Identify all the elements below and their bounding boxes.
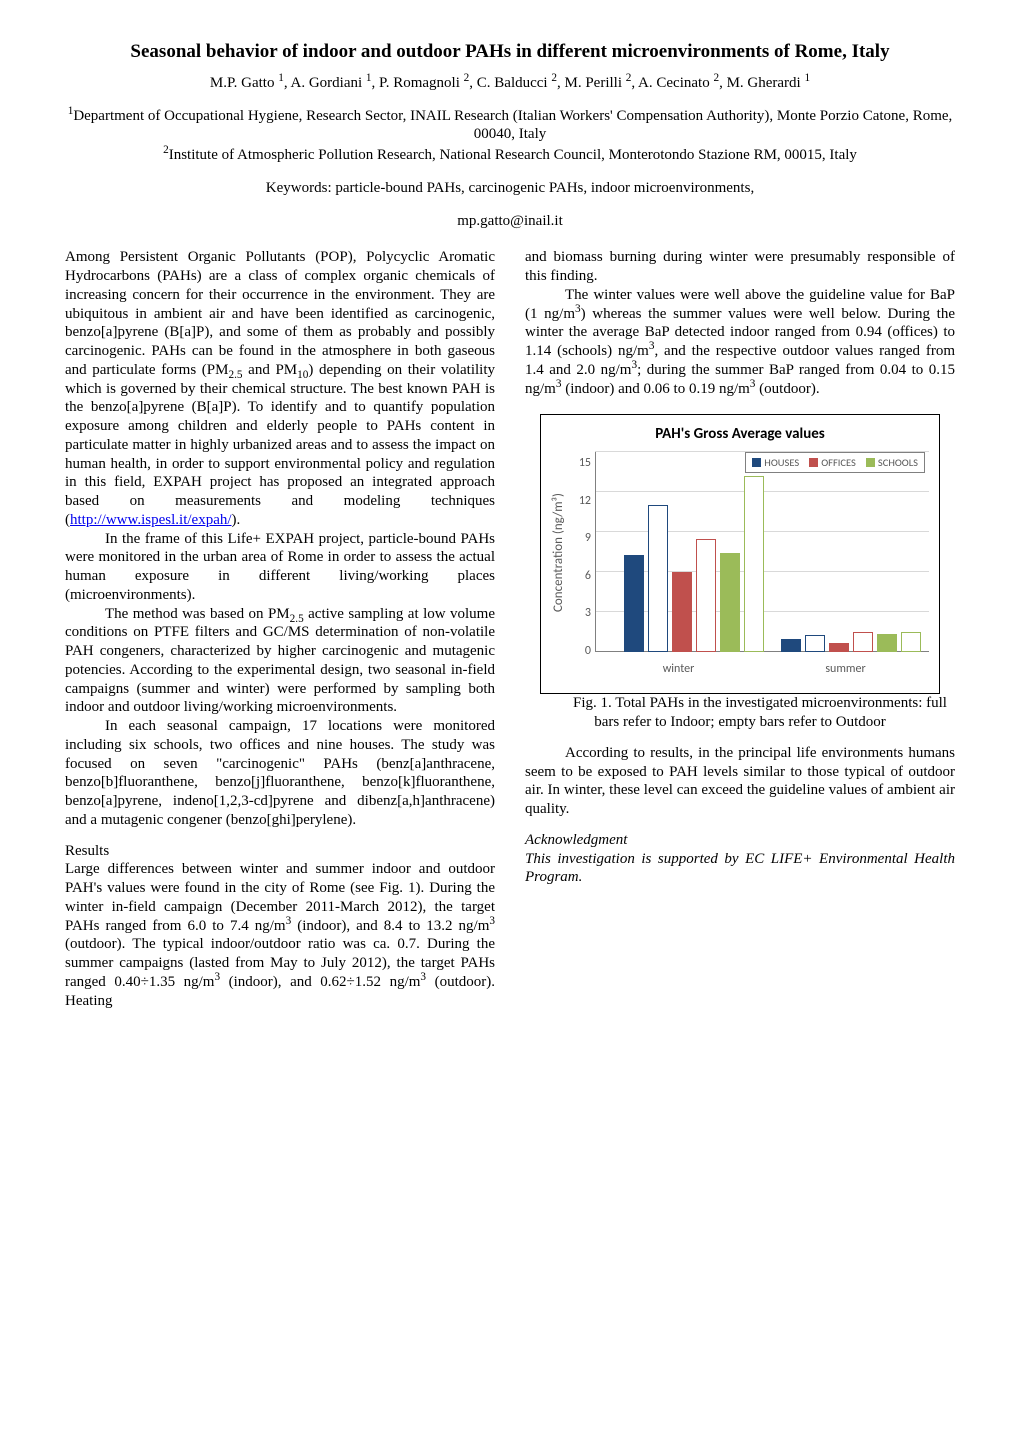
acknowledgment-body: This investigation is supported by EC LI… (525, 850, 955, 888)
chart-x-label-summer: summer (762, 662, 929, 677)
chart-legend: HOUSES OFFICES SCHOOLS (745, 452, 925, 473)
chart-y-axis-label: Concentration (ng/m³) (551, 448, 569, 658)
contact-email: mp.gatto@inail.it (65, 212, 955, 231)
expah-link[interactable]: http://www.ispesl.it/expah/ (70, 512, 232, 528)
chart-bar (648, 505, 668, 652)
body-para-3: The method was based on PM2.5 active sam… (65, 605, 495, 718)
body-para-1: Among Persistent Organic Pollutants (POP… (65, 248, 495, 529)
chart-plot-area: HOUSES OFFICES SCHOOLS (595, 452, 929, 652)
body-para-4: In each seasonal campaign, 17 locations … (65, 717, 495, 830)
chart-bar (877, 634, 897, 652)
results-heading: Results (65, 842, 495, 861)
chart-bar (853, 632, 873, 652)
body-para-2: In the frame of this Life+ EXPAH project… (65, 530, 495, 605)
chart-bar (624, 555, 644, 652)
figure-1-caption: Fig. 1. Total PAHs in the investigated m… (525, 694, 955, 732)
chart-legend-item: SCHOOLS (866, 456, 918, 469)
affiliation-2: 2Institute of Atmospheric Pollution Rese… (65, 146, 955, 165)
chart-bar (672, 572, 692, 652)
body-para-5: Large differences between winter and sum… (65, 860, 495, 1010)
chart-x-labels: winter summer (595, 662, 929, 677)
affiliation-1: 1Department of Occupational Hygiene, Res… (65, 107, 955, 145)
chart-legend-item: HOUSES (752, 456, 799, 469)
chart-bar-group (624, 476, 768, 652)
figure-1: PAH's Gross Average values Concentration… (525, 414, 955, 732)
body-para-8: According to results, in the principal l… (525, 744, 955, 819)
chart-bar (720, 553, 740, 652)
chart-legend-item: OFFICES (809, 456, 856, 469)
chart-bar (805, 635, 825, 652)
chart-bar (744, 476, 764, 652)
body-para-7: The winter values were well above the gu… (525, 286, 955, 399)
paper-title: Seasonal behavior of indoor and outdoor … (65, 40, 955, 64)
body-para-6: and biomass burning during winter were p… (525, 248, 955, 286)
acknowledgment-heading: Acknowledgment (525, 831, 955, 850)
chart-title: PAH's Gross Average values (551, 425, 929, 444)
authors: M.P. Gatto 1, A. Gordiani 1, P. Romagnol… (65, 74, 955, 93)
chart-bar-group (781, 632, 925, 652)
chart-bar (829, 643, 849, 652)
chart-bar (901, 632, 921, 652)
chart-bar (781, 639, 801, 652)
chart-x-label-winter: winter (595, 662, 762, 677)
chart-frame: PAH's Gross Average values Concentration… (540, 414, 940, 694)
chart-y-ticks: 15 12 9 6 3 0 (569, 452, 595, 652)
chart-bar (696, 539, 716, 652)
keywords: Keywords: particle-bound PAHs, carcinoge… (65, 179, 955, 198)
